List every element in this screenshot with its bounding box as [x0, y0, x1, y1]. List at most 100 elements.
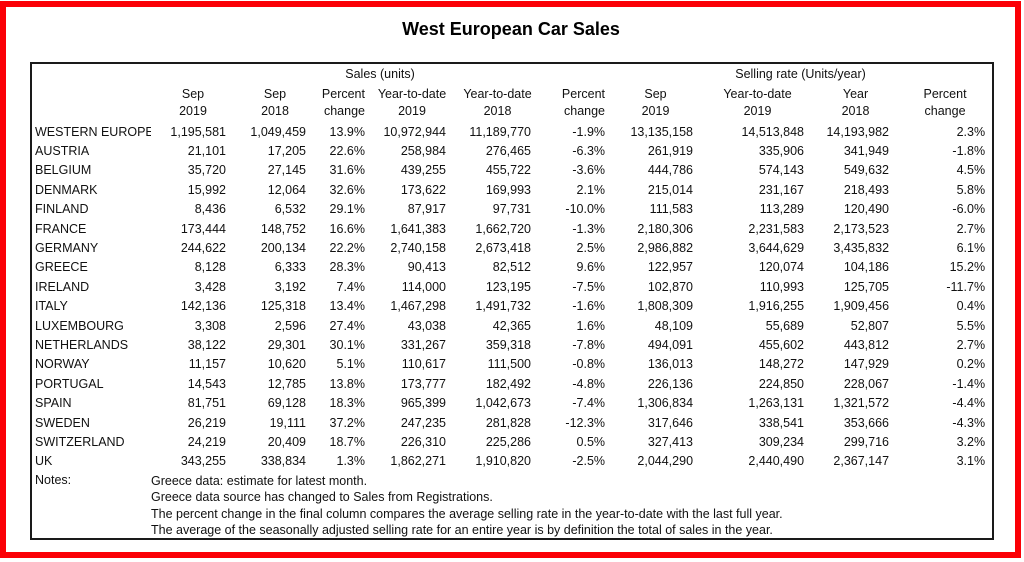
value-cell: 27,145	[267, 163, 306, 178]
value-cell: 17,205	[267, 144, 306, 159]
value-cell: 455,722	[485, 163, 531, 178]
column-header: Percent change	[321, 87, 365, 118]
group-header-row: Sales (units) Selling rate (Units/year)	[31, 63, 993, 84]
country-cell: FINLAND	[35, 202, 89, 217]
country-cell: DENMARK	[35, 182, 98, 197]
value-cell: 13.9%	[329, 124, 365, 139]
value-cell: -1.4%	[952, 376, 986, 391]
value-cell: 90,413	[407, 260, 446, 275]
column-header: Sep 2018	[261, 87, 289, 118]
country-cell: NETHERLANDS	[35, 337, 129, 352]
value-cell: 15.2%	[949, 260, 986, 275]
column-header: Percent change	[923, 87, 967, 118]
column-header-row: Sep 2019 Sep 2018 Percent change Year-to-da…	[31, 84, 993, 122]
value-cell: 169,993	[485, 182, 531, 197]
value-cell: 69,128	[267, 396, 306, 411]
value-cell: -4.8%	[572, 376, 606, 391]
value-cell: 122,957	[647, 260, 694, 275]
value-cell: 32.6%	[329, 182, 365, 197]
value-cell: 1,910,820	[475, 454, 531, 469]
value-cell: 1,641,383	[390, 221, 446, 236]
value-cell: -10.0%	[565, 202, 606, 217]
value-cell: 2,180,306	[637, 221, 694, 236]
country-cell: FRANCE	[35, 221, 87, 236]
value-cell: 228,067	[843, 376, 890, 391]
value-cell: 281,828	[485, 415, 531, 430]
value-cell: -4.3%	[952, 415, 986, 430]
country-cell: GREECE	[35, 260, 88, 275]
value-cell: -3.6%	[572, 163, 606, 178]
country-cell: WESTERN EUROPE	[35, 124, 151, 139]
value-cell: 965,399	[400, 396, 446, 411]
note-line: The average of the seasonally adjusted s…	[151, 522, 773, 537]
column-header: Year-to-date 2019	[377, 87, 447, 118]
note-line: The percent change in the final column c…	[151, 506, 783, 521]
table-row: ITALY 142,136 125,318 13.4% 1,467,298 1,…	[31, 297, 993, 316]
value-cell: 2.5%	[576, 241, 606, 256]
table-row: UK 343,255 338,834 1.3% 1,862,271 1,910,…	[31, 452, 993, 471]
value-cell: 1,263,131	[748, 396, 805, 411]
value-cell: 6,532	[274, 202, 306, 217]
value-cell: 21,101	[187, 144, 226, 159]
value-cell: 1,862,271	[390, 454, 446, 469]
value-cell: 3,192	[274, 279, 306, 294]
value-cell: 2.1%	[576, 182, 606, 197]
value-cell: -7.5%	[572, 279, 606, 294]
value-cell: -12.3%	[565, 415, 606, 430]
value-cell: 111,583	[649, 202, 694, 217]
value-cell: 14,513,848	[741, 124, 805, 139]
table-body: WESTERN EUROPE 1,195,581 1,049,459 13.9%…	[31, 122, 993, 471]
value-cell: 9.6%	[576, 260, 606, 275]
value-cell: 3,435,832	[833, 241, 890, 256]
country-cell: SPAIN	[35, 396, 72, 411]
value-cell: 35,720	[187, 163, 226, 178]
value-cell: 4.5%	[956, 163, 986, 178]
value-cell: 0.4%	[956, 299, 986, 314]
value-cell: 444,786	[647, 163, 694, 178]
value-cell: 43,038	[407, 318, 446, 333]
value-cell: -2.5%	[572, 454, 606, 469]
value-cell: 549,632	[843, 163, 890, 178]
value-cell: 28.3%	[329, 260, 365, 275]
value-cell: 82,512	[492, 260, 531, 275]
value-cell: 226,136	[647, 376, 694, 391]
notes-text: Greece data: estimate for latest month. G…	[151, 471, 993, 539]
value-cell: 317,646	[647, 415, 694, 430]
value-cell: 19,111	[269, 415, 306, 430]
value-cell: 22.6%	[329, 144, 365, 159]
value-cell: 55,689	[765, 318, 805, 333]
value-cell: 148,752	[260, 221, 306, 236]
value-cell: 2,740,158	[390, 241, 446, 256]
value-cell: 494,091	[647, 337, 694, 352]
value-cell: 200,134	[260, 241, 306, 256]
value-cell: 182,492	[485, 376, 531, 391]
country-cell: LUXEMBOURG	[35, 318, 124, 333]
table-row: GERMANY 244,622 200,134 22.2% 2,740,158 …	[31, 238, 993, 257]
value-cell: 30.1%	[329, 337, 365, 352]
value-cell: 15,992	[187, 182, 226, 197]
value-cell: 0.2%	[956, 357, 986, 372]
value-cell: 173,444	[180, 221, 226, 236]
value-cell: 110,993	[759, 279, 805, 294]
value-cell: 338,541	[758, 415, 805, 430]
value-cell: 110,617	[401, 357, 446, 372]
value-cell: 1,916,255	[748, 299, 805, 314]
value-cell: 341,949	[843, 144, 890, 159]
value-cell: 1,467,298	[390, 299, 446, 314]
value-cell: 1,808,309	[637, 299, 694, 314]
value-cell: 27.4%	[329, 318, 365, 333]
value-cell: 359,318	[485, 337, 531, 352]
value-cell: -1.3%	[572, 221, 606, 236]
value-cell: 225,286	[485, 434, 531, 449]
table-row: LUXEMBOURG 3,308 2,596 27.4% 43,038 42,3…	[31, 316, 993, 335]
column-header: Sep 2019	[641, 87, 670, 118]
value-cell: 3,644,629	[748, 241, 805, 256]
value-cell: 12,785	[267, 376, 306, 391]
value-cell: 13.4%	[329, 299, 365, 314]
value-cell: 120,490	[843, 202, 890, 217]
table-row: IRELAND 3,428 3,192 7.4% 114,000 123,195…	[31, 277, 993, 296]
value-cell: 31.6%	[329, 163, 365, 178]
value-cell: 18.3%	[329, 396, 365, 411]
table-row: AUSTRIA 21,101 17,205 22.6% 258,984 276,…	[31, 141, 993, 160]
value-cell: 1,662,720	[475, 221, 531, 236]
